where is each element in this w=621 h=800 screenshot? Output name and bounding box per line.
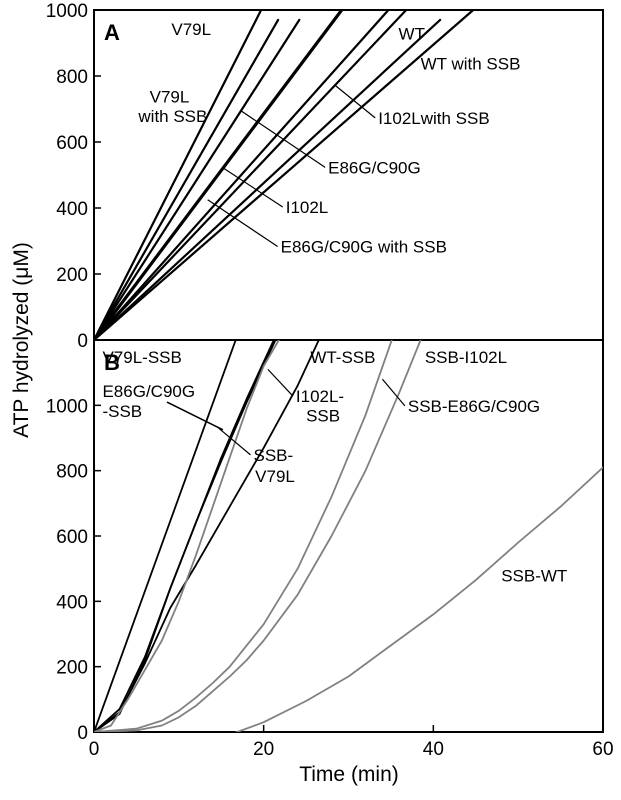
series-line-ssb-i102l bbox=[94, 340, 422, 732]
annotation-leader bbox=[381, 378, 406, 407]
y-tick-label: 0 bbox=[77, 331, 88, 352]
annotation-leader bbox=[335, 85, 376, 119]
y-axis-label: ATP hydrolyzed (μM) bbox=[10, 242, 33, 438]
annotation-e86g-c90g-with-ssb: E86G/C90G with SSB bbox=[281, 238, 447, 257]
annotation-ssb-v79l: SSB- bbox=[253, 446, 293, 465]
series-line-wt-ssb bbox=[94, 340, 320, 732]
annotation-i102l-with-ssb: I102Lwith SSB bbox=[378, 109, 490, 128]
annotation-i102l: I102L bbox=[286, 198, 329, 217]
annotation-ssb-v79l: V79L bbox=[255, 467, 295, 486]
panel-label: B bbox=[104, 350, 120, 375]
annotation-i102l-ssb: SSB bbox=[306, 407, 340, 426]
y-tick-label: 1000 bbox=[46, 396, 88, 417]
annotation-i102l-ssb: I102L- bbox=[296, 387, 344, 406]
y-tick-label: 400 bbox=[56, 592, 88, 613]
series-line-i102l-ssb bbox=[94, 340, 277, 732]
y-tick-label: 600 bbox=[56, 133, 88, 154]
annotation-ssb-e86g-c90g: SSB-E86G/C90G bbox=[408, 397, 540, 416]
series-line-ssb-e86g-c90g bbox=[94, 340, 393, 732]
annotation-ssb-wt: SSB-WT bbox=[501, 567, 567, 586]
series-line-wt bbox=[94, 18, 442, 340]
y-tick-label: 800 bbox=[56, 462, 88, 483]
annotation-leader bbox=[218, 427, 251, 456]
series-line-i102l-with-ssb bbox=[94, 10, 408, 340]
annotation-leader bbox=[207, 199, 278, 248]
annotation-e86g-c90g-ssb: E86G/C90G bbox=[102, 382, 195, 401]
series-group bbox=[94, 10, 475, 340]
annotation-ssb-i102l: SSB-I102L bbox=[425, 348, 507, 367]
y-tick-label: 400 bbox=[56, 199, 88, 220]
annotation-wt: WT bbox=[399, 25, 425, 44]
series-line-ssb-v79l bbox=[94, 340, 280, 732]
annotation-v79l-with-ssb: V79L bbox=[150, 87, 190, 106]
annotation-e86g-c90g: E86G/C90G bbox=[328, 158, 421, 177]
series-line-wt-with-ssb bbox=[94, 10, 475, 340]
y-tick-label: 200 bbox=[56, 658, 88, 679]
x-axis-label: Time (min) bbox=[299, 763, 399, 786]
series-line-v79l-with-ssb bbox=[94, 18, 280, 340]
x-tick-label: 0 bbox=[89, 739, 100, 760]
annotation-e86g-c90g-ssb: -SSB bbox=[102, 402, 142, 421]
series-line-i102l bbox=[94, 10, 344, 340]
panel-label: A bbox=[104, 20, 120, 45]
annotation-v79l-with-ssb: with SSB bbox=[137, 107, 207, 126]
y-tick-label: 200 bbox=[56, 265, 88, 286]
annotation-pointer bbox=[166, 401, 224, 431]
series-line-ssb-wt bbox=[94, 466, 603, 732]
series-line-e86g-c90g-with-ssb bbox=[94, 10, 390, 340]
annotation-wt-with-ssb: WT with SSB bbox=[421, 54, 521, 73]
y-tick-label: 800 bbox=[56, 67, 88, 88]
y-tick-label: 1000 bbox=[46, 1, 88, 22]
y-tick-label: 0 bbox=[77, 723, 88, 744]
series-line-v79l-ssb bbox=[94, 340, 237, 732]
annotation-wt-ssb: WT-SSB bbox=[310, 348, 375, 367]
series-group bbox=[94, 340, 603, 732]
annotation-leader bbox=[223, 167, 284, 208]
annotation-v79l: V79L bbox=[171, 20, 211, 39]
y-tick-label: 600 bbox=[56, 527, 88, 548]
series-line-e86g-c90g bbox=[94, 18, 301, 340]
annotation-leader bbox=[267, 368, 294, 397]
x-tick-label: 60 bbox=[592, 739, 613, 760]
x-tick-label: 20 bbox=[253, 739, 274, 760]
series-line-v79l bbox=[94, 10, 263, 340]
x-tick-label: 40 bbox=[423, 739, 444, 760]
annotation-leader bbox=[240, 110, 326, 168]
annotation-v79l-ssb: V79L-SSB bbox=[102, 348, 181, 367]
